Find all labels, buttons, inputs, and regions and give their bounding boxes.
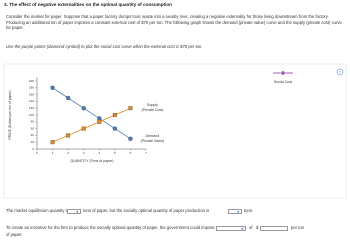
q2-a: To create an incentive for the firm to p… <box>6 225 219 230</box>
y-tick-label: 120 <box>29 106 34 110</box>
q1-a: The market equilibrium quantity is <box>6 208 69 213</box>
legend-diamond[interactable] <box>280 70 286 76</box>
x-tick-label: 1 <box>52 151 54 155</box>
series-label: Demand <box>146 134 160 138</box>
dropdown[interactable]: ▼ <box>228 208 242 214</box>
point <box>112 113 117 117</box>
q1-b: tons of paper, but the socially optimal … <box>83 208 210 213</box>
x-tick-label: 6 <box>130 151 132 155</box>
title: 3. The effect of negative externalities … <box>4 2 172 7</box>
chart-frame <box>3 63 347 199</box>
y-tick-label: 0 <box>32 147 34 151</box>
intro: Consider the market for paper. Suppose t… <box>6 14 342 31</box>
y-tick-label: 180 <box>29 86 34 90</box>
instruction: Use the purple points (diamond symbol) t… <box>6 44 203 49</box>
point <box>97 116 102 121</box>
x-axis-label: QUANTITY (Tons of paper) <box>70 159 113 163</box>
x-tick-label: 5 <box>114 151 116 155</box>
point <box>65 95 71 101</box>
series-line <box>52 107 131 143</box>
x-tick-label: 4 <box>98 151 100 155</box>
x-tick-label: 7 <box>145 151 147 155</box>
x-tick-label: 0 <box>36 151 38 155</box>
q2-e: of paper. <box>6 232 23 237</box>
point <box>112 126 118 131</box>
point <box>50 140 55 145</box>
y-tick-label: 100 <box>29 113 34 117</box>
help-icon[interactable] <box>336 68 344 76</box>
point <box>128 136 133 141</box>
y-tick-label: 160 <box>29 92 34 96</box>
price-input[interactable] <box>260 225 288 231</box>
point <box>81 126 86 131</box>
dropdown[interactable]: ▼ <box>67 208 81 214</box>
q2-c: $ <box>256 225 259 230</box>
q1-c: tons. <box>244 208 254 213</box>
point <box>50 85 55 90</box>
point <box>97 119 102 124</box>
q2-d: per ton <box>291 225 305 230</box>
y-tick-label: 80 <box>31 120 35 124</box>
series-label: Supply <box>147 103 158 107</box>
help-icon-label: ? <box>339 70 341 74</box>
x-tick-label: 2 <box>67 151 69 155</box>
y-tick-label: 60 <box>31 126 35 130</box>
dropdown[interactable]: ▼ <box>216 225 246 231</box>
y-axis-label: PRICE (Dollars per ton of paper) <box>8 91 12 140</box>
q2-b: of <box>249 225 253 230</box>
point <box>66 133 71 138</box>
y-tick-label: 20 <box>31 140 35 144</box>
series-line <box>52 87 131 140</box>
x-tick-label: 3 <box>83 151 85 155</box>
series-detail: (Private Cost) <box>141 108 163 112</box>
y-tick-label: 140 <box>29 99 34 103</box>
y-tick-label: 200 <box>29 79 34 83</box>
point <box>81 106 86 111</box>
point <box>128 106 133 111</box>
series-detail: (Private Value) <box>141 139 165 143</box>
y-tick-label: 40 <box>31 133 35 137</box>
legend-label: Social Cost <box>274 80 292 84</box>
